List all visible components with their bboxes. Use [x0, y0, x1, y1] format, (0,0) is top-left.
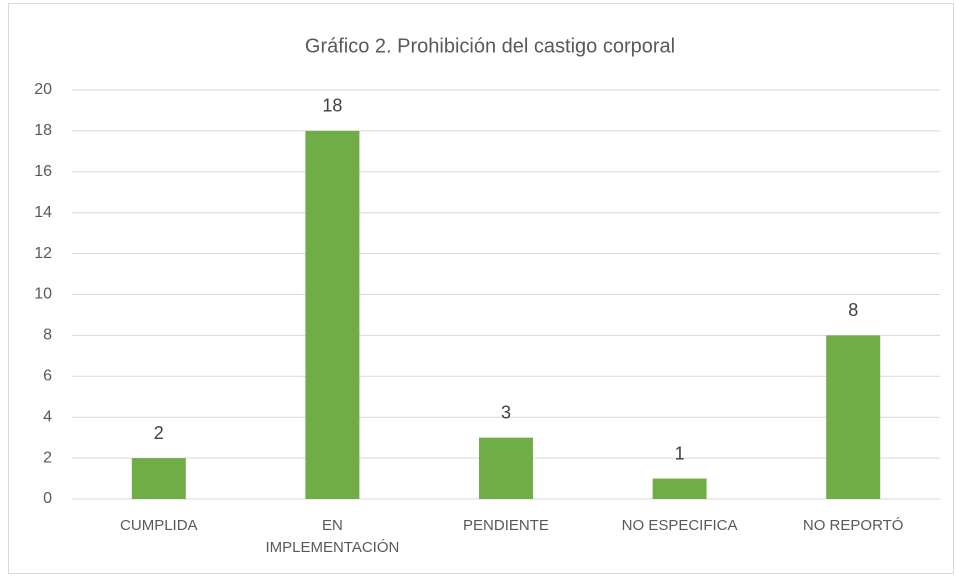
- bar: [305, 130, 360, 499]
- y-tick-label: 0: [43, 490, 52, 507]
- y-tick-label: 10: [34, 286, 52, 303]
- y-tick-label: 4: [43, 408, 52, 425]
- y-tick-label: 18: [34, 122, 52, 139]
- y-tick-label: 8: [43, 327, 52, 344]
- y-tick-label: 12: [34, 245, 52, 262]
- x-tick-label: CUMPLIDA: [120, 517, 198, 534]
- bar: [131, 458, 186, 499]
- data-label: 3: [501, 402, 511, 422]
- data-label: 1: [675, 443, 685, 463]
- data-label: 2: [154, 423, 164, 443]
- x-tick-label: PENDIENTE: [463, 517, 549, 534]
- y-tick-label: 6: [43, 368, 52, 385]
- y-tick-label: 14: [34, 204, 52, 221]
- bar: [826, 335, 881, 499]
- bar: [652, 478, 707, 499]
- x-tick-label: NO ESPECIFICA: [621, 517, 738, 534]
- bar: [479, 437, 533, 499]
- y-tick-label: 16: [34, 163, 52, 180]
- y-tick-label: 2: [43, 449, 52, 466]
- y-tick-label: 20: [34, 81, 52, 98]
- data-label: 18: [322, 96, 342, 116]
- x-tick-label: NO REPORTÓ: [802, 517, 904, 534]
- x-tick-label: EN IMPLEMENTACIÓN: [265, 517, 400, 556]
- data-label: 8: [848, 300, 858, 320]
- chart-title: Gráfico 2. Prohibición del castigo corpo…: [305, 35, 675, 57]
